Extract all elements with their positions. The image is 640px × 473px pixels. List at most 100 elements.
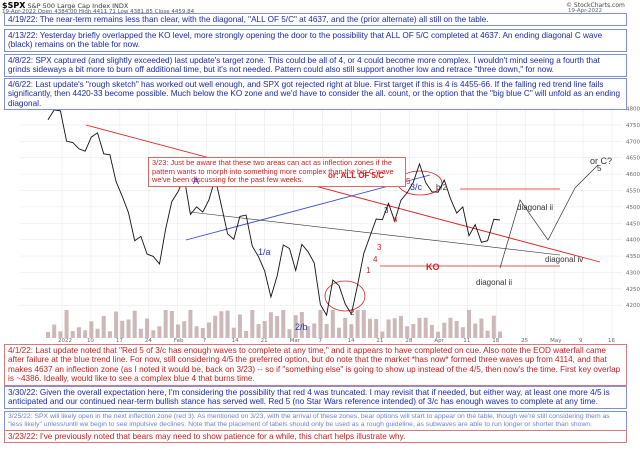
y-tick-label: 4400: [626, 238, 640, 244]
volume-bar: [70, 331, 75, 338]
volume-bar: [367, 318, 372, 338]
x-tick-label: 25: [521, 338, 528, 344]
volume-bar: [479, 318, 484, 338]
volume-bar: [58, 331, 63, 338]
brand-label: © StockCharts.com: [566, 2, 625, 9]
volume-bar: [262, 321, 267, 338]
y-tick-label: 4750: [626, 123, 640, 129]
inflection-zone-circle-2: [324, 280, 366, 312]
x-tick-label: 9: [579, 338, 583, 344]
volume-bar: [64, 310, 69, 338]
volume-bar: [287, 329, 292, 338]
volume-bar: [52, 324, 57, 338]
label-2b: 2/b: [295, 322, 308, 332]
label-red-4: 4: [373, 255, 378, 264]
volume-bar: [163, 310, 168, 338]
volume-bar: [237, 314, 242, 338]
trend-lines: [85, 124, 601, 312]
volume-bar: [268, 312, 273, 338]
volume-bar: [256, 324, 261, 338]
x-tick-label: Feb: [174, 338, 184, 344]
label-ko: KO: [426, 262, 440, 272]
volume-bar: [374, 319, 379, 338]
red-falling-trendline: [85, 124, 601, 263]
volume-bar: [89, 321, 94, 338]
x-tick-label: 2022: [58, 338, 72, 344]
note-3-23: 3/23/22: I've previously noted that bear…: [4, 430, 627, 444]
volume-bar: [392, 318, 397, 338]
volume-bar: [467, 310, 472, 338]
volume-bar: [206, 322, 211, 338]
volume-bar: [436, 331, 441, 338]
y-tick-label: 4200: [626, 303, 640, 309]
label-3c: 3/c: [410, 182, 423, 192]
label-b2: b/2: [436, 183, 448, 192]
x-tick-label: 7: [203, 338, 207, 344]
note-4-1: 4/1/22: Last update noted that "Red 5 of…: [4, 344, 627, 386]
x-tick-label: Apr: [434, 338, 444, 344]
volume-bar: [337, 327, 342, 338]
volume-bar: [114, 311, 119, 338]
x-tick-label: 21: [261, 338, 268, 344]
volume-bar: [324, 324, 329, 338]
x-tick-label: 18: [492, 338, 499, 344]
volume-bar: [454, 321, 459, 338]
volume-bar: [386, 319, 391, 338]
volume-bar: [107, 331, 112, 338]
volume-bar: [299, 312, 304, 338]
volume-bar: [225, 310, 230, 338]
volume-bar: [498, 331, 502, 338]
label-red-1: 1: [366, 266, 371, 275]
volume-bar: [275, 316, 280, 338]
y-axis-ticks: 4200 4250 4300 4350 4400 4450 4500 4550 4600 4650…: [626, 107, 640, 310]
x-axis-ticks: 2022 10 17 24 Feb 7 14 21 Mar 7 14 21 28 Apr 11 18 25 May…: [58, 338, 615, 344]
volume-bar: [429, 325, 434, 338]
chart-subheader: 19-Apr-2022 Open 4384.00 High 4411.71 Lo…: [2, 9, 194, 15]
volume-bar: [95, 328, 100, 338]
label-diagonal-ii-low: diagonal ii: [476, 278, 513, 287]
volume-bar: [244, 331, 249, 338]
volume-bar: [231, 327, 236, 338]
volume-bar: [423, 317, 428, 338]
symbol: $SPX: [2, 1, 26, 10]
y-tick-label: 4250: [626, 287, 640, 293]
x-tick-label: Mar: [290, 338, 301, 344]
x-tick-label: 21: [376, 338, 383, 344]
label-red-3: 3: [377, 243, 382, 252]
volume-bar: [442, 322, 447, 338]
volume-bar: [200, 328, 205, 338]
y-tick-label: 4700: [626, 139, 640, 145]
label-3: 3: [384, 206, 389, 215]
volume-bar: [138, 328, 143, 338]
x-tick-label: 10: [87, 338, 94, 344]
label-red-2: 2: [350, 308, 355, 317]
volume-bar: [306, 326, 311, 338]
y-tick-label: 4650: [626, 156, 640, 162]
volume-bar: [318, 310, 323, 338]
chart-grid: [20, 102, 622, 338]
note-4-6: 4/6/22: Last update's "rough sketch" has…: [4, 78, 627, 111]
y-tick-label: 4600: [626, 172, 640, 178]
note-3-25: 3/25/22: SPX will likely open in the nex…: [4, 411, 627, 431]
volume-bar: [448, 317, 453, 338]
volume-bar: [460, 327, 465, 338]
price-line: [47, 109, 501, 317]
note-4-13: 4/13/22: Yesterday briefly overlapped th…: [4, 29, 627, 52]
label-1a: 1/a: [258, 247, 271, 257]
x-tick-label: 16: [608, 338, 615, 344]
volume-bar: [473, 323, 478, 338]
volume-bar: [126, 319, 131, 338]
quote-line: Open 4384.00 High 4411.71 Low 4381.85 Cl…: [37, 9, 195, 15]
y-tick-label: 4450: [626, 221, 640, 227]
x-tick-label: 14: [232, 338, 239, 344]
volume-bar: [312, 323, 317, 338]
volume-bar: [145, 318, 150, 338]
volume-bar: [281, 310, 286, 338]
y-tick-label: 4500: [626, 205, 640, 211]
volume-bar: [293, 315, 298, 338]
volume-bar: [417, 318, 422, 338]
y-tick-label: 4300: [626, 270, 640, 276]
volume-bar: [380, 331, 385, 338]
volume-bar: [151, 330, 156, 338]
exchange: INDX: [112, 2, 129, 10]
